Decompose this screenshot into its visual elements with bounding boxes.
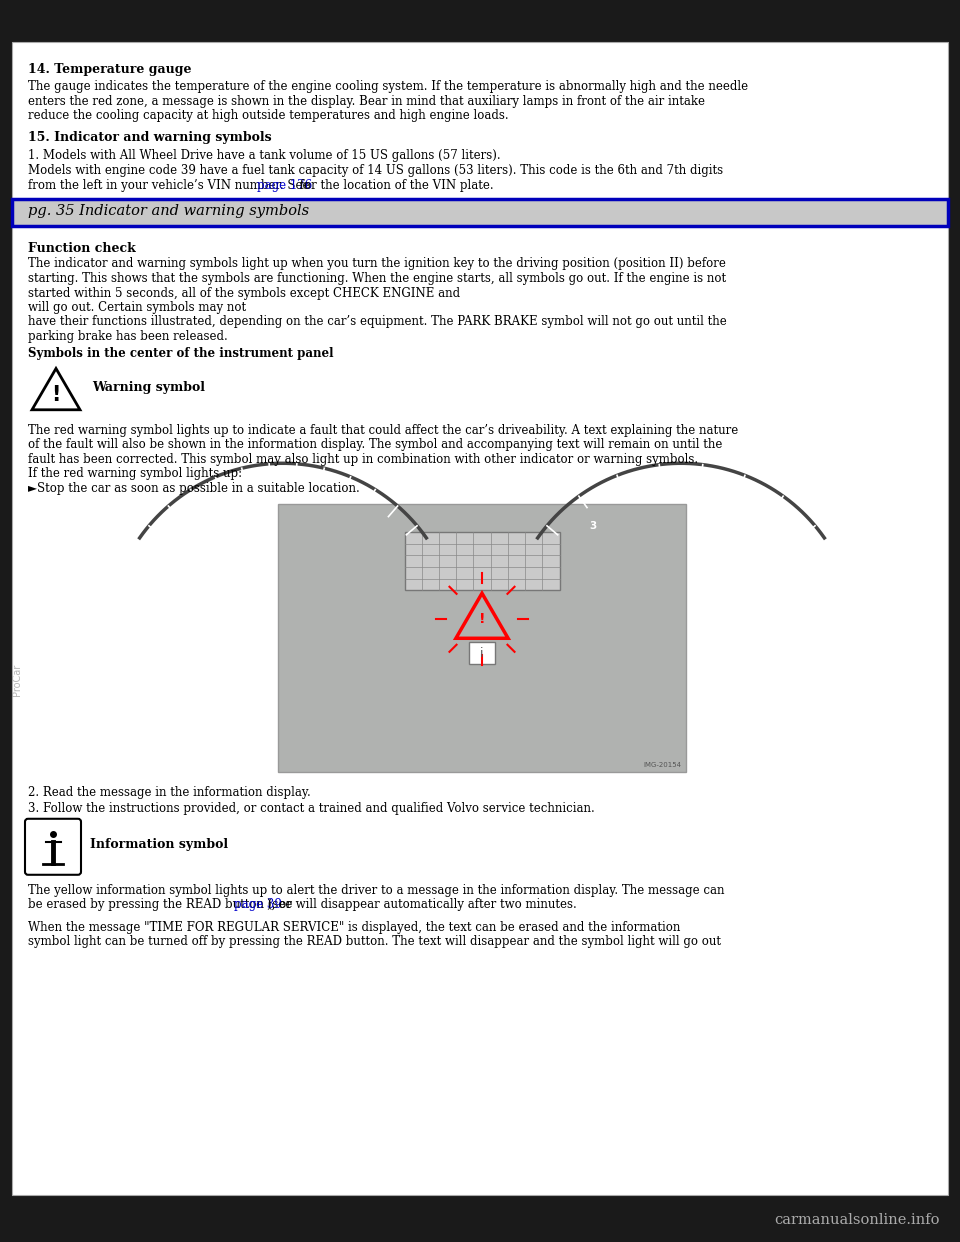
Text: started within 5 seconds, all of the symbols except CHECK ENGINE and: started within 5 seconds, all of the sym…	[28, 287, 460, 299]
Text: 1. Models with All Wheel Drive have a tank volume of 15 US gallons (57 liters).: 1. Models with All Wheel Drive have a ta…	[28, 149, 500, 163]
Text: carmanualsonline.info: carmanualsonline.info	[775, 1213, 940, 1227]
Text: ProCar: ProCar	[12, 664, 22, 696]
Text: Models with engine code 39 have a fuel tank capacity of 14 US gallons (53 liters: Models with engine code 39 have a fuel t…	[28, 164, 723, 178]
Bar	[404, 533, 560, 590]
Text: pg. 35 Indicator and warning symbols: pg. 35 Indicator and warning symbols	[28, 204, 309, 219]
Text: page 176: page 176	[257, 179, 313, 191]
Text: parking brake has been released.: parking brake has been released.	[28, 330, 228, 343]
Text: The gauge indicates the temperature of the engine cooling system. If the tempera: The gauge indicates the temperature of t…	[28, 79, 748, 93]
FancyBboxPatch shape	[25, 818, 81, 874]
Text: IMG-20154: IMG-20154	[643, 763, 681, 769]
FancyBboxPatch shape	[12, 42, 948, 1195]
Text: of the fault will also be shown in the information display. The symbol and accom: of the fault will also be shown in the i…	[28, 438, 722, 451]
Text: will go out. Certain symbols may not: will go out. Certain symbols may not	[28, 301, 246, 314]
Text: reduce the cooling capacity at high outside temperatures and high engine loads.: reduce the cooling capacity at high outs…	[28, 109, 509, 122]
Polygon shape	[32, 369, 80, 410]
Text: 15. Indicator and warning symbols: 15. Indicator and warning symbols	[28, 132, 272, 144]
Text: Symbols in the center of the instrument panel: Symbols in the center of the instrument …	[28, 347, 333, 359]
Text: !: !	[479, 612, 485, 626]
Text: fault has been corrected. This symbol may also light up in combination with othe: fault has been corrected. This symbol ma…	[28, 453, 698, 466]
FancyBboxPatch shape	[12, 199, 948, 226]
Bar	[0, 1199, 960, 1242]
Text: have their functions illustrated, depending on the car’s equipment. The PARK BRA: have their functions illustrated, depend…	[28, 315, 727, 328]
Text: 2: 2	[640, 496, 648, 505]
Text: 3: 3	[589, 520, 596, 530]
Text: Information symbol: Information symbol	[90, 838, 228, 851]
Bar	[469, 642, 495, 664]
Text: The yellow information symbol lights up to alert the driver to a message in the : The yellow information symbol lights up …	[28, 884, 725, 897]
Text: i: i	[480, 647, 484, 660]
Text: starting. This shows that the symbols are functioning. When the engine starts, a: starting. This shows that the symbols ar…	[28, 272, 726, 284]
Text: When the message "TIME FOR REGULAR SERVICE" is displayed, the text can be erased: When the message "TIME FOR REGULAR SERVI…	[28, 920, 681, 934]
Text: symbol light can be turned off by pressing the READ button. The text will disapp: symbol light can be turned off by pressi…	[28, 935, 721, 949]
Text: Function check: Function check	[28, 241, 135, 255]
Text: If the red warning symbol lights up:: If the red warning symbol lights up:	[28, 467, 242, 481]
Bar	[278, 504, 686, 773]
Text: Warning symbol: Warning symbol	[92, 381, 205, 394]
Text: from the left in your vehicle’s VIN number. See: from the left in your vehicle’s VIN numb…	[28, 179, 313, 191]
Text: !: !	[51, 385, 60, 405]
Text: for the location of the VIN plate.: for the location of the VIN plate.	[296, 179, 493, 191]
Text: 0: 0	[191, 520, 199, 530]
Text: page 39: page 39	[233, 898, 281, 912]
Text: 120: 120	[272, 493, 294, 503]
Text: enters the red zone, a message is shown in the display. Bear in mind that auxili: enters the red zone, a message is shown …	[28, 94, 705, 108]
Text: The indicator and warning symbols light up when you turn the ignition key to the: The indicator and warning symbols light …	[28, 257, 726, 271]
Text: The red warning symbol lights up to indicate a fault that could affect the car’s: The red warning symbol lights up to indi…	[28, 424, 738, 437]
Text: 14. Temperature gauge: 14. Temperature gauge	[28, 63, 191, 76]
Text: ►Stop the car as soon as possible in a suitable location.: ►Stop the car as soon as possible in a s…	[28, 482, 360, 494]
Text: ), or will disappear automatically after two minutes.: ), or will disappear automatically after…	[267, 898, 577, 912]
Text: 2. Read the message in the information display.: 2. Read the message in the information d…	[28, 786, 311, 800]
Text: be erased by pressing the READ button (see: be erased by pressing the READ button (s…	[28, 898, 296, 912]
Text: 3. Follow the instructions provided, or contact a trained and qualified Volvo se: 3. Follow the instructions provided, or …	[28, 802, 595, 815]
